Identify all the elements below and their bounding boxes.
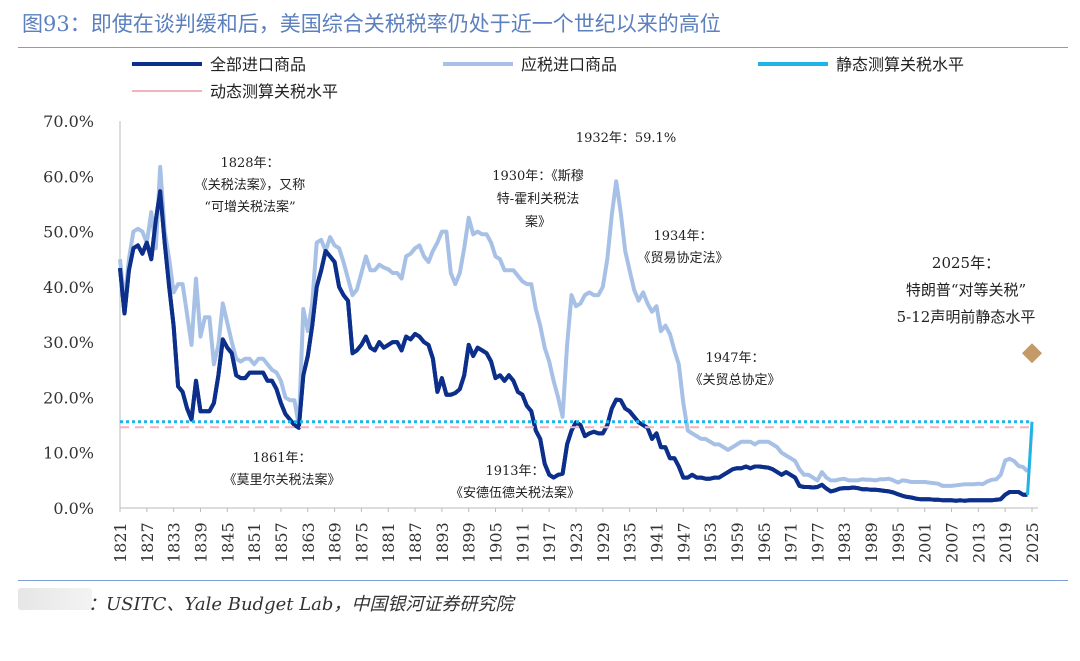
x-tick-label: 1959	[728, 522, 747, 563]
x-tick-label: 1821	[111, 522, 130, 563]
annotation-text: 《关税法案》，又称	[195, 178, 306, 193]
x-tick-label: 1983	[835, 522, 854, 563]
x-tick-label: 1941	[647, 522, 666, 563]
x-tick-label: 1869	[326, 522, 345, 563]
x-tick-label: 2013	[969, 522, 988, 563]
source-label-blurred	[18, 588, 92, 610]
x-tick-label: 1863	[299, 522, 318, 563]
annotation-text: “可增关税法案”	[204, 200, 295, 215]
annotation-text: 特-霍利关税法	[497, 192, 579, 207]
x-tick-label: 1845	[218, 522, 237, 563]
x-tick-label: 1899	[460, 522, 479, 563]
x-tick-label: 1875	[352, 522, 371, 563]
x-tick-label: 1947	[674, 522, 693, 563]
y-tick-label: 40.0%	[43, 278, 94, 297]
x-tick-label: 1977	[808, 522, 827, 563]
source-note: ：USITC、Yale Budget Lab，中国银河证券研究院	[88, 594, 514, 615]
x-tick-label: 1827	[138, 522, 157, 563]
legend-label: 应税进口商品	[521, 55, 617, 74]
x-tick-label: 1917	[540, 522, 559, 563]
x-tick-label: 1833	[165, 522, 184, 563]
annotation-text: 1932年：59.1%	[576, 131, 676, 146]
annotation-text: 1930年：《斯穆	[492, 169, 584, 184]
annotation-text: 1934年：	[653, 229, 712, 244]
x-tick-label: 1839	[191, 522, 210, 563]
x-tick-label: 2007	[943, 522, 962, 563]
annotation-text: 案》	[525, 215, 551, 230]
x-tick-label: 1887	[406, 522, 425, 563]
title-rule	[18, 47, 1068, 48]
y-tick-label: 60.0%	[43, 167, 94, 186]
source-rule	[18, 580, 1068, 581]
y-tick-label: 50.0%	[43, 223, 94, 242]
static-level-diamond-marker	[1022, 343, 1042, 364]
annotation-text: 1913年：	[485, 464, 544, 479]
x-tick-label: 1929	[594, 522, 613, 563]
y-tick-label: 0.0%	[53, 499, 94, 518]
annotation-text: 1947年：	[705, 351, 764, 366]
annotation-text: 2025年：	[932, 254, 1000, 272]
x-tick-label: 2001	[916, 522, 935, 563]
x-tick-label: 1995	[889, 522, 908, 563]
series-line	[118, 164, 1029, 488]
y-tick-label: 20.0%	[43, 388, 94, 407]
static-jump-2025	[1026, 421, 1034, 495]
x-tick-label: 1905	[487, 522, 506, 563]
x-tick-label: 1911	[513, 522, 532, 563]
x-tick-label: 1935	[621, 522, 640, 563]
x-tick-label: 1953	[701, 522, 720, 563]
annotation-text: 《关贸总协定》	[689, 373, 780, 388]
y-tick-label: 10.0%	[43, 444, 94, 463]
legend-label: 动态测算关税水平	[210, 82, 338, 101]
annotation-text: 1861年：	[252, 451, 311, 466]
annotation-text: 5-12声明前静态水平	[897, 308, 1036, 326]
annotation-text: 《贸易协定法》	[637, 251, 728, 266]
x-tick-label: 1851	[245, 522, 264, 563]
y-tick-label: 30.0%	[43, 333, 94, 352]
x-tick-label: 2025	[1023, 522, 1042, 563]
legend-label: 全部进口商品	[210, 55, 306, 74]
annotation-text: 《安德伍德关税法案》	[450, 486, 580, 501]
x-tick-label: 1923	[567, 522, 586, 563]
legend-label: 静态测算关税水平	[836, 55, 964, 74]
figure-title: 图93：即使在谈判缓和后，美国综合关税税率仍处于近一个世纪以来的高位	[22, 12, 721, 36]
x-tick-label: 1893	[433, 522, 452, 563]
x-tick-label: 1965	[755, 522, 774, 563]
annotation-text: 1828年：	[220, 156, 279, 171]
x-tick-label: 1857	[272, 522, 291, 563]
annotation-text: 特朗普“对等关税”	[906, 281, 1026, 299]
x-tick-label: 1971	[782, 522, 801, 563]
y-tick-label: 70.0%	[43, 112, 94, 131]
x-tick-label: 2019	[996, 522, 1015, 563]
annotation-text: 《莫里尔关税法案》	[223, 473, 340, 488]
x-tick-label: 1881	[379, 522, 398, 563]
x-tick-label: 1989	[862, 522, 881, 563]
